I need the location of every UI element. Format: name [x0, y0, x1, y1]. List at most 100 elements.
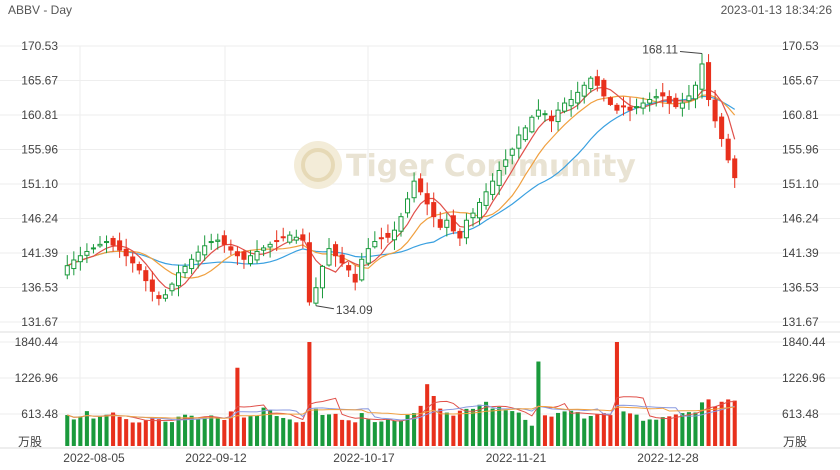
candle-up — [542, 113, 548, 116]
volume-bar-up — [529, 425, 534, 446]
volume-bars — [65, 342, 737, 446]
price-tick-right: 131.67 — [782, 315, 819, 329]
date-tick: 2022-09-12 — [185, 451, 247, 465]
volume-bar-up — [392, 420, 397, 446]
volume-bar-down — [425, 384, 430, 446]
volume-tick-left: 1840.44 — [15, 335, 59, 349]
candle-up — [162, 294, 168, 299]
volume-bar-down — [542, 415, 547, 446]
volume-bar-down — [673, 414, 678, 446]
volume-bar-up — [634, 414, 639, 446]
candle-down — [594, 76, 600, 86]
volume-bar-up — [209, 415, 214, 446]
candle-up — [267, 243, 273, 248]
candle-up — [535, 109, 541, 117]
candle-down — [352, 273, 358, 283]
candle-up — [313, 287, 319, 304]
candle-down — [706, 62, 712, 100]
volume-bar-up — [65, 415, 70, 446]
candle-up — [444, 219, 450, 228]
candle-down — [418, 178, 424, 193]
candle-up — [175, 272, 182, 287]
candle-up — [588, 77, 594, 90]
volume-bar-down — [732, 400, 737, 446]
candle-up — [575, 91, 581, 104]
candle-down — [333, 244, 339, 257]
candle-down — [280, 236, 286, 239]
price-tick-right: 170.53 — [782, 39, 819, 53]
candle-up — [359, 258, 365, 281]
candle-down — [228, 246, 234, 251]
moving-average-lines — [67, 86, 736, 291]
candle-down — [548, 115, 555, 122]
volume-bar-down — [353, 422, 358, 446]
volume-bar-up — [281, 417, 286, 446]
candle-down — [431, 202, 437, 218]
date-tick: 2022-11-21 — [486, 451, 547, 465]
volume-bar-down — [294, 422, 299, 446]
volume-bar-up — [510, 411, 515, 446]
volume-bar-down — [549, 416, 554, 446]
candle-down — [346, 265, 352, 271]
volume-bar-up — [647, 419, 652, 446]
candle-up — [503, 159, 509, 167]
volume-bar-up — [686, 412, 691, 446]
volume-bar-up — [582, 418, 587, 446]
price-tick-right: 136.53 — [782, 281, 819, 295]
candle-down — [601, 79, 607, 97]
watermark: Tiger Community — [294, 141, 636, 189]
volume-bar-up — [104, 414, 109, 446]
volume-bar-up — [248, 416, 253, 446]
price-tick-left: 170.53 — [21, 39, 58, 53]
candle-down — [673, 97, 679, 108]
volume-bar-down — [300, 421, 305, 446]
candle-down — [457, 230, 463, 239]
candle-down — [719, 116, 725, 140]
volume-bar-up — [575, 412, 580, 446]
volume-bar-up — [84, 411, 89, 446]
volume-bar-up — [366, 419, 371, 446]
volume-tick-right: 1840.44 — [782, 335, 826, 349]
candle-down — [450, 215, 456, 232]
candle-up — [509, 148, 515, 156]
volume-bar-down — [457, 410, 462, 446]
candle-up — [84, 250, 90, 256]
candle-up — [71, 259, 77, 270]
candle-up — [581, 84, 587, 97]
price-tick-left: 141.39 — [21, 246, 58, 260]
high-label: 168.11 — [642, 42, 678, 56]
watermark-text: Tiger Community — [346, 149, 636, 184]
volume-bar-up — [176, 416, 181, 446]
volume-bar-down — [143, 420, 148, 446]
candle-down — [666, 96, 672, 104]
candle-down — [607, 97, 613, 105]
volume-bar-down — [431, 395, 436, 446]
price-tick-left: 146.24 — [21, 212, 58, 226]
candle-up — [476, 201, 483, 219]
volume-bar-up — [516, 412, 521, 446]
volume-bar-down — [156, 419, 161, 446]
candle-down — [306, 242, 312, 303]
annotations: 168.11 134.09 — [315, 42, 703, 317]
low-pointer — [315, 305, 335, 310]
candle-down — [221, 235, 227, 245]
candle-up — [319, 265, 326, 289]
candle-down — [234, 251, 240, 257]
candle-up — [568, 98, 574, 107]
volume-bar-down — [228, 411, 233, 446]
volume-bar-down — [719, 401, 724, 446]
volume-bar-up — [287, 419, 292, 446]
candle-up — [516, 134, 522, 149]
candle-up — [215, 239, 221, 242]
candle-up — [287, 234, 293, 243]
volume-bar-up — [503, 410, 508, 446]
price-tick-right: 165.67 — [782, 74, 819, 88]
volume-bar-up — [268, 409, 273, 446]
candle-down — [241, 251, 247, 260]
volume-bar-down — [628, 413, 633, 446]
volume-bar-up — [189, 415, 194, 446]
volume-bar-down — [438, 408, 443, 446]
price-tick-right: 155.96 — [782, 143, 819, 157]
volume-bar-up — [71, 419, 76, 446]
